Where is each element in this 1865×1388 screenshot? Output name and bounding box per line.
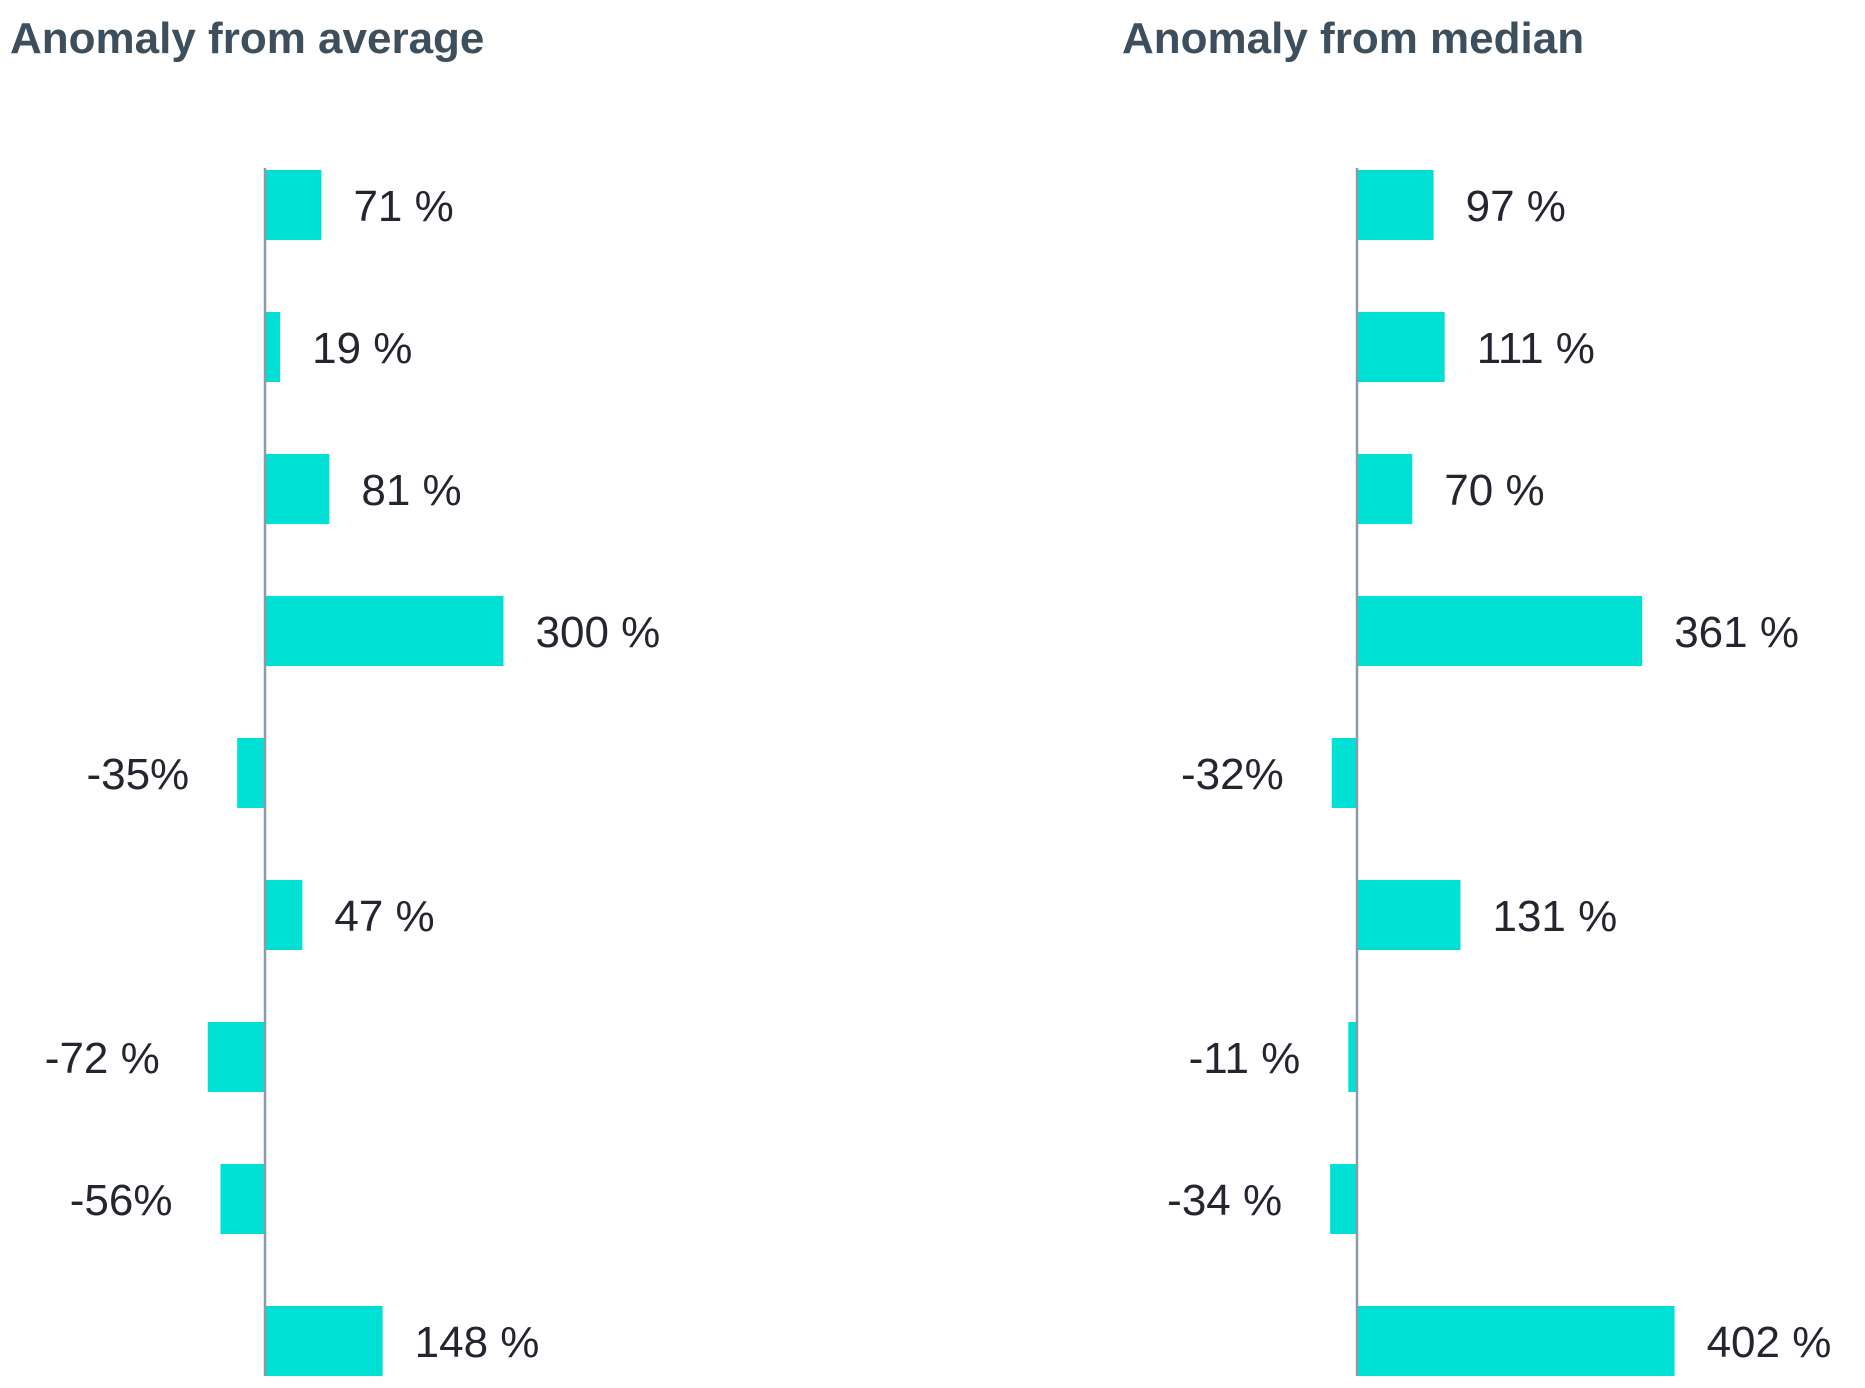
value-label-median-3: 70 %	[1444, 466, 1544, 515]
value-label-average-1: 71 %	[353, 182, 453, 231]
bar-average-2	[265, 312, 281, 382]
value-label-average-8: -56%	[70, 1176, 173, 1225]
bar-average-6	[265, 880, 303, 950]
bar-median-6	[1357, 880, 1461, 950]
bar-median-4	[1357, 596, 1643, 666]
bar-average-7	[207, 1022, 265, 1092]
chart-title-average: Anomaly from average	[10, 14, 485, 63]
value-label-average-4: 300 %	[536, 608, 661, 657]
bar-average-4	[265, 596, 504, 666]
chart-panel-average: 71 % 19 % 81 % 300 % -35% 47 % -72 % -56% 148 %	[45, 168, 660, 1376]
value-label-average-6: 47 %	[334, 892, 434, 941]
value-label-median-1: 97 %	[1466, 182, 1566, 231]
bar-median-3	[1357, 454, 1413, 524]
bar-average-9	[265, 1306, 383, 1376]
bar-average-3	[265, 454, 330, 524]
bar-median-2	[1357, 312, 1445, 382]
bar-median-9	[1357, 1306, 1675, 1376]
value-label-average-2: 19 %	[312, 324, 412, 373]
value-label-median-7: -11 %	[1189, 1034, 1301, 1083]
bar-median-7	[1348, 1022, 1357, 1092]
value-label-average-9: 148 %	[415, 1318, 540, 1367]
bar-average-8	[220, 1164, 265, 1234]
chart-title-median: Anomaly from median	[1122, 14, 1585, 63]
bar-average-1	[265, 170, 322, 240]
value-label-median-8: -34 %	[1167, 1176, 1282, 1225]
value-label-average-3: 81 %	[361, 466, 461, 515]
value-label-median-5: -32%	[1181, 750, 1284, 799]
chart-panel-median: 97 % 111 % 70 % 361 % -32% 131 % -11 % -34 % 402…	[1167, 168, 1831, 1376]
value-label-median-6: 131 %	[1492, 892, 1617, 941]
bar-median-8	[1330, 1164, 1357, 1234]
value-label-median-4: 361 %	[1674, 608, 1799, 657]
value-label-median-9: 402 %	[1707, 1318, 1832, 1367]
value-label-average-5: -35%	[86, 750, 189, 799]
bar-median-5	[1331, 738, 1357, 808]
bar-median-1	[1357, 170, 1434, 240]
value-label-median-2: 111 %	[1477, 324, 1595, 373]
bar-average-5	[237, 738, 265, 808]
value-label-average-7: -72 %	[45, 1034, 160, 1083]
